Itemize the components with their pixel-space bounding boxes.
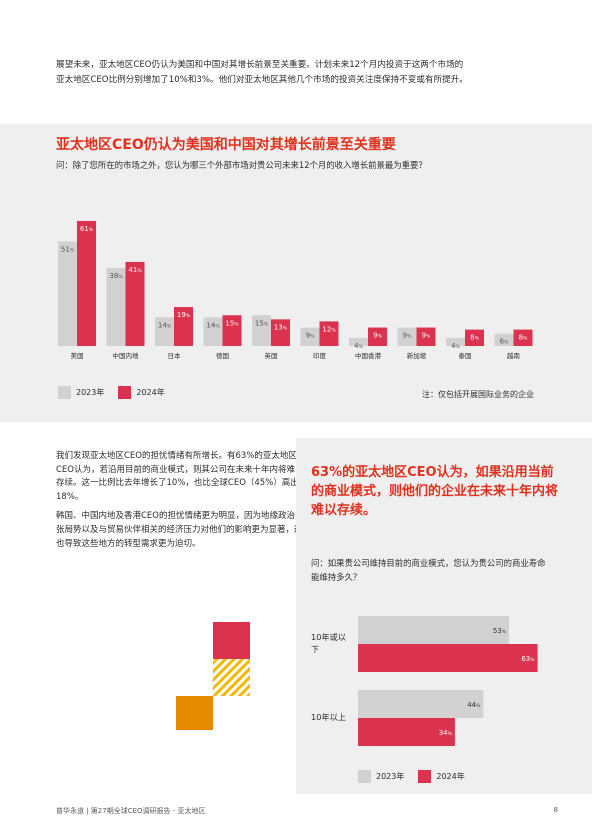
legend-item-2023: 2023年 [58,386,104,399]
intro-line-1: 展望未来，亚太地区CEO仍认为美国和中国对其增长前景至关重要。计划未来12个月内… [56,60,464,70]
legend-label-2023: 2023年 [76,388,105,397]
chart2-legend: 2023年 2024年 [358,770,479,783]
legend2-item-2024: 2024年 [418,770,465,783]
left-paragraph-2: 韩国、中国内地及香港CEO的担忧情绪更为明显，因为地缘政治紧张局势以及与贸易伙伴… [56,511,304,549]
footer-text: 普华永道 | 第27期全球CEO调研报告 - 亚太地区 [56,807,206,815]
legend-swatch-2024 [118,386,132,399]
legend2-item-2023: 2023年 [358,770,404,783]
section2-question: 问：如果贵公司维持目前的商业模式，您认为贵公司的商业寿命能维持多久？ [311,558,546,582]
legend2-swatch-2023 [358,770,371,783]
decor-striped-square [213,659,250,696]
chart1-note: 注：仅包括开展国际业务的企业 [422,390,534,399]
page-number: 8 [553,806,558,814]
left-text-block: 我们发现亚太地区CEO的担忧情绪有所增长。有63%的亚太地区CEO认为，若沿用目… [56,450,306,557]
legend2-label-2024: 2024年 [436,772,465,781]
section1-title: 亚太地区CEO仍认为美国和中国对其增长前景至关重要 [56,137,396,153]
decor-orange-square [176,696,213,730]
legend-item-2024: 2024年 [118,386,165,399]
section1-question: 问：除了您所在的市场之外，您认为哪三个外部市场对贵公司未来12个月的收入增长前景… [56,160,427,170]
intro-line-2: 亚太地区CEO比例分别增加了10%和3%。他们对亚太地区其他几个市场的投资关注度… [56,75,468,85]
legend2-swatch-2024 [418,770,432,783]
decor-red-square [213,622,250,659]
legend-label-2024: 2024年 [136,388,165,397]
decorative-blocks [176,622,250,730]
legend-swatch-2023 [58,386,71,399]
chart1-legend: 2023年 2024年 [58,386,179,399]
left-paragraph-1: 我们发现亚太地区CEO的担忧情绪有所增长。有63%的亚太地区CEO认为，若沿用目… [56,451,304,502]
callout-quote: 63%的亚太地区CEO认为，如果沿用当前的商业模式，则他们的企业在未来十年内将难… [311,465,559,518]
intro-paragraph: 展望未来，亚太地区CEO仍认为美国和中国对其增长前景至关重要。计划未来12个月内… [56,58,536,88]
section1-background [0,124,592,422]
legend2-label-2023: 2023年 [376,772,405,781]
